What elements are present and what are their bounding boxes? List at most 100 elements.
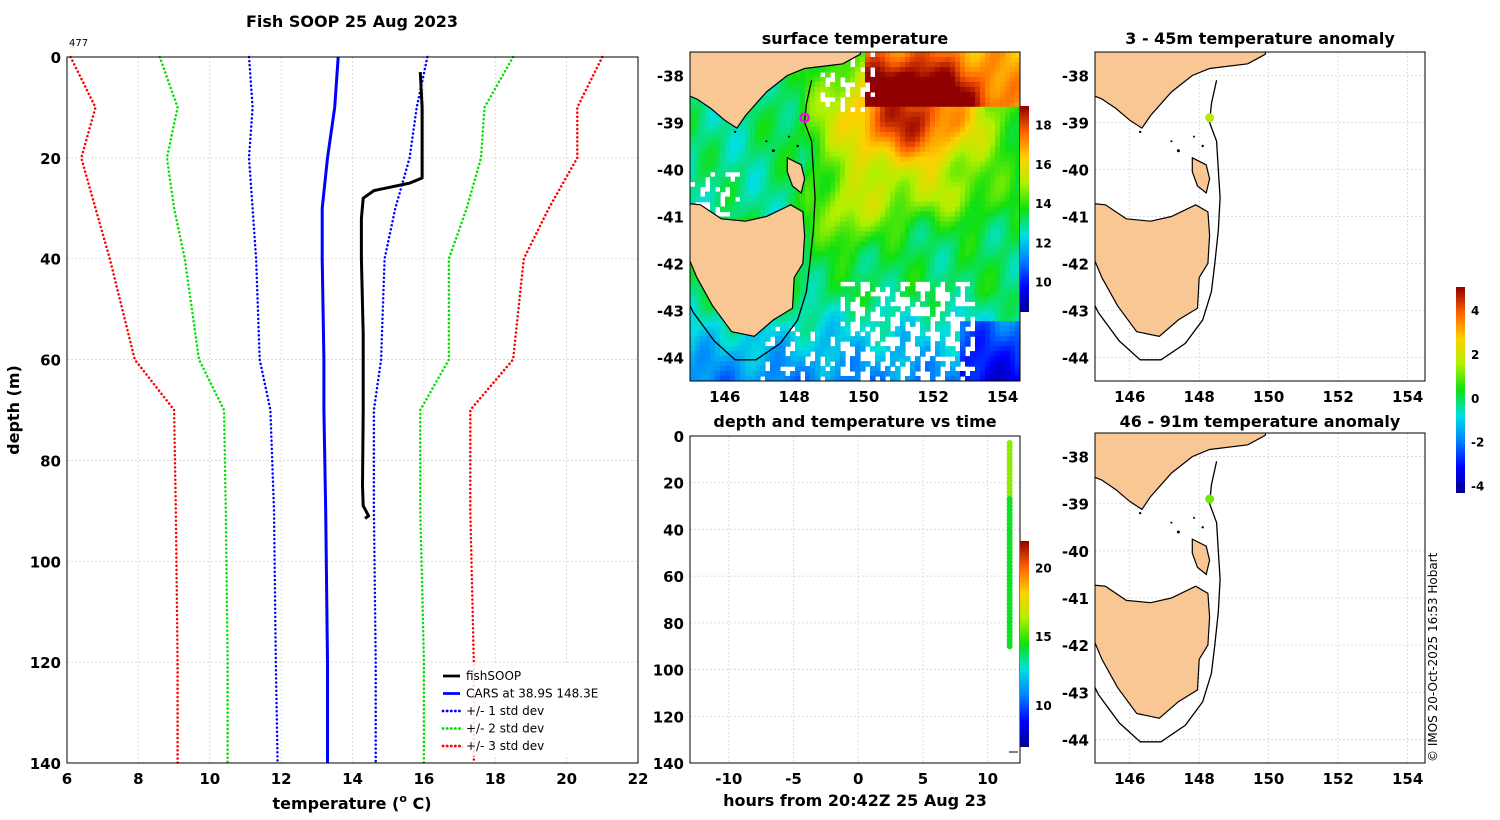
sst-cell [905, 161, 911, 168]
sst-cell [945, 216, 951, 223]
sst-cell [795, 126, 801, 133]
sst-cell [975, 331, 981, 337]
profile-x-tick: 22 [628, 770, 649, 788]
sst-cell [955, 276, 961, 282]
sst-cell [755, 126, 761, 133]
sst-cell [845, 241, 851, 247]
sst-cell [1015, 221, 1020, 228]
sst-cell [1000, 186, 1006, 193]
sst-cell [825, 296, 831, 302]
sst-cell [1010, 286, 1016, 292]
sst-cell [730, 126, 736, 133]
sst-cell [815, 216, 821, 223]
sst-cell [875, 201, 881, 208]
sst-cell [985, 146, 991, 153]
sst-cell [775, 161, 781, 168]
sst-cell [1015, 57, 1020, 63]
sst-cell [905, 196, 911, 203]
sst-cell [785, 196, 791, 203]
sst-cell [1005, 306, 1011, 312]
sst-cell [940, 57, 946, 63]
sst-cell [790, 376, 796, 381]
sst-cell [925, 101, 931, 108]
sst-cell [820, 281, 826, 287]
sst-cell [705, 196, 711, 203]
sst-cell [750, 206, 756, 213]
sst-cell [910, 276, 916, 282]
sst-cell [840, 261, 846, 267]
sst-cell [990, 106, 996, 113]
sst-cell [965, 271, 971, 277]
sst-cell [970, 276, 976, 282]
sst-cell [985, 356, 991, 362]
sst-cell [820, 161, 826, 168]
sst-cell [940, 276, 946, 282]
sst-cell [890, 81, 896, 88]
sst-cell [840, 276, 846, 282]
sst-cell [735, 341, 741, 347]
sst-cell [915, 81, 921, 88]
sst-cell [1015, 191, 1020, 198]
sst-cell [825, 311, 831, 317]
sst-cell [905, 171, 911, 178]
sst-cell [990, 96, 996, 103]
sst-cell [725, 176, 731, 183]
sst-cell [1000, 321, 1006, 327]
sst-cell [785, 361, 791, 367]
sst-cell [860, 206, 866, 213]
sst-cell [900, 171, 906, 178]
sst-cell [790, 306, 796, 312]
sst-cell [715, 326, 721, 332]
sst-cell [810, 346, 816, 352]
sst-cell [965, 311, 971, 317]
sst-cell [965, 341, 971, 347]
sst-cell [940, 106, 946, 113]
sst-cell [845, 311, 851, 317]
sst-cell [825, 151, 831, 158]
sst-cell [910, 141, 916, 148]
sst-cell [905, 246, 911, 252]
sst-cell [845, 67, 851, 73]
sst-cell [740, 376, 746, 381]
sst-cell [955, 356, 961, 362]
sst-cell [780, 151, 786, 158]
sst-cell [835, 191, 841, 198]
sst-cell [700, 196, 706, 203]
surface-temperature-map: surface temperature 146 148 150 152 15 [657, 29, 1052, 406]
sst-cell [905, 266, 911, 272]
sst-cell [715, 311, 721, 317]
sst-cell [815, 91, 821, 98]
sst-cell [865, 121, 871, 128]
sst-cell [895, 261, 901, 267]
sst-cell [785, 121, 791, 128]
sst-cell [810, 201, 816, 208]
sst-cell [910, 236, 916, 242]
sst-cell [985, 371, 991, 377]
sst-cell [880, 121, 886, 128]
sst-cell [780, 181, 786, 188]
sst-cell [920, 101, 926, 108]
sst-cell [970, 81, 976, 88]
sst-cell [945, 246, 951, 252]
sst-cell [940, 156, 946, 163]
sst-cell [770, 181, 776, 188]
sst-cell [905, 62, 911, 68]
sst-cell [745, 156, 751, 163]
sst-cell [915, 341, 921, 347]
sst-cell [825, 226, 831, 233]
sst-cell [745, 351, 751, 357]
sst-cell [800, 291, 806, 297]
sst-cell [970, 62, 976, 68]
sst-cell [740, 206, 746, 213]
sst-cell [900, 71, 906, 78]
sst-cell [920, 161, 926, 168]
sst-cell [825, 351, 831, 357]
sst-cell [990, 306, 996, 312]
sst-cell [810, 111, 816, 118]
sst-cell [910, 221, 916, 228]
sst-cell [745, 376, 751, 381]
sst-cell [965, 146, 971, 153]
sst-cell [690, 351, 696, 357]
sst-cell [850, 166, 856, 173]
sst-cell [865, 71, 871, 78]
